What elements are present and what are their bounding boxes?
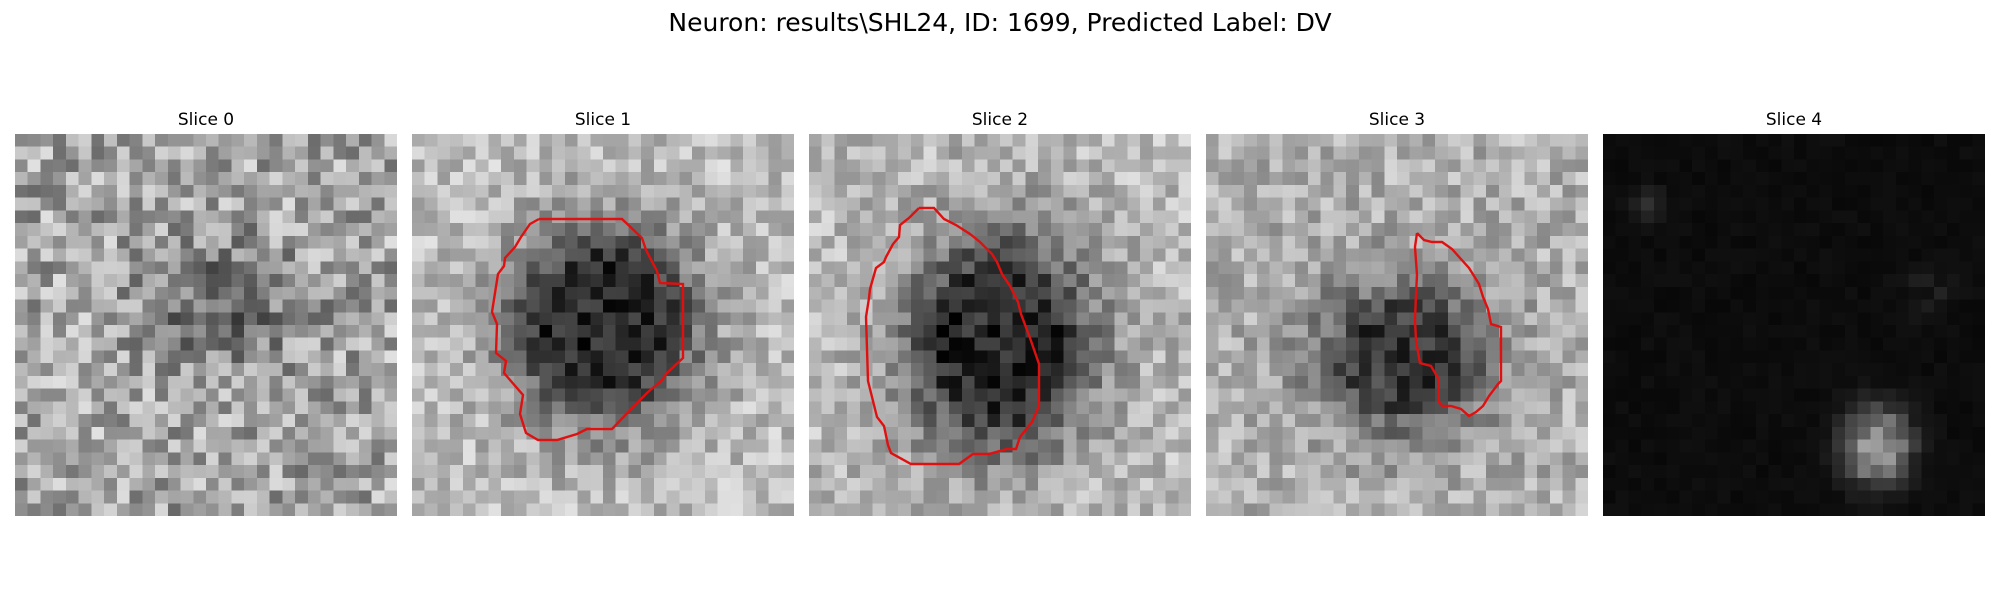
figure-title: Neuron: results\SHL24, ID: 1699, Predict…: [0, 8, 2000, 38]
slice-3-image: [1206, 134, 1588, 516]
panel-title-slice-2: Slice 2: [809, 110, 1191, 130]
panel-title-slice-0: Slice 0: [15, 110, 397, 130]
slice-2-image: [809, 134, 1191, 516]
panel-title-slice-1: Slice 1: [412, 110, 794, 130]
panel-title-slice-4: Slice 4: [1603, 110, 1985, 130]
slice-0-image: [15, 134, 397, 516]
panel-title-slice-3: Slice 3: [1206, 110, 1588, 130]
slice-4-image: [1603, 134, 1985, 516]
slice-1-image: [412, 134, 794, 516]
